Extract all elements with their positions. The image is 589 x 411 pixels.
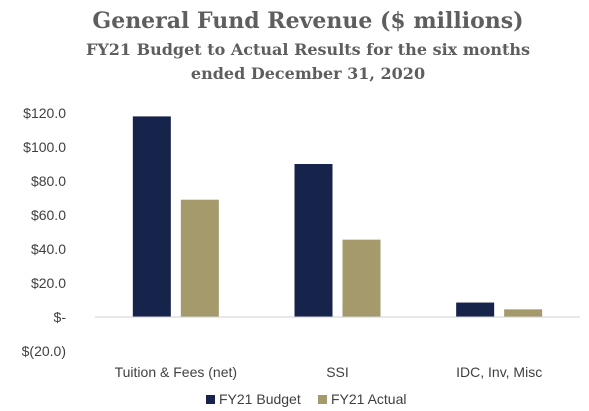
chart-title: General Fund Revenue ($ millions) bbox=[92, 8, 523, 34]
bar-actual bbox=[504, 309, 543, 317]
bars-group bbox=[132, 116, 543, 318]
x-category-label: SSI bbox=[326, 364, 349, 380]
y-tick-label: $(20.0) bbox=[22, 343, 66, 359]
x-axis-category-labels: Tuition & Fees (net) SSI IDC, Inv, Misc bbox=[115, 364, 543, 380]
legend-swatch bbox=[206, 395, 215, 404]
x-category-label: IDC, Inv, Misc bbox=[456, 364, 542, 380]
legend-label: FY21 Actual bbox=[331, 391, 407, 407]
bar-budget bbox=[294, 164, 333, 317]
legend-label: FY21 Budget bbox=[219, 391, 301, 407]
y-tick-label: $20.0 bbox=[31, 275, 66, 291]
y-tick-label: $80.0 bbox=[31, 173, 66, 189]
x-category-label: Tuition & Fees (net) bbox=[115, 364, 237, 380]
y-axis-tick-labels: $120.0 $100.0 $80.0 $60.0 $40.0 $20.0 $- $(20.0… bbox=[22, 105, 67, 359]
chart-subtitle-line1: FY21 Budget to Actual Results for the si… bbox=[86, 40, 530, 59]
chart-subtitle-line2: ended December 31, 2020 bbox=[191, 64, 425, 83]
y-tick-label: $- bbox=[54, 309, 67, 325]
bar-actual bbox=[342, 239, 381, 317]
y-tick-label: $40.0 bbox=[31, 241, 66, 257]
bar-actual bbox=[180, 199, 219, 317]
y-tick-label: $100.0 bbox=[23, 139, 66, 155]
bar-budget bbox=[132, 116, 171, 318]
y-tick-label: $120.0 bbox=[23, 105, 66, 121]
bar-budget bbox=[456, 302, 495, 317]
y-tick-label: $60.0 bbox=[31, 207, 66, 223]
legend-swatch bbox=[318, 395, 327, 404]
legend: FY21 Budget FY21 Actual bbox=[206, 391, 407, 407]
